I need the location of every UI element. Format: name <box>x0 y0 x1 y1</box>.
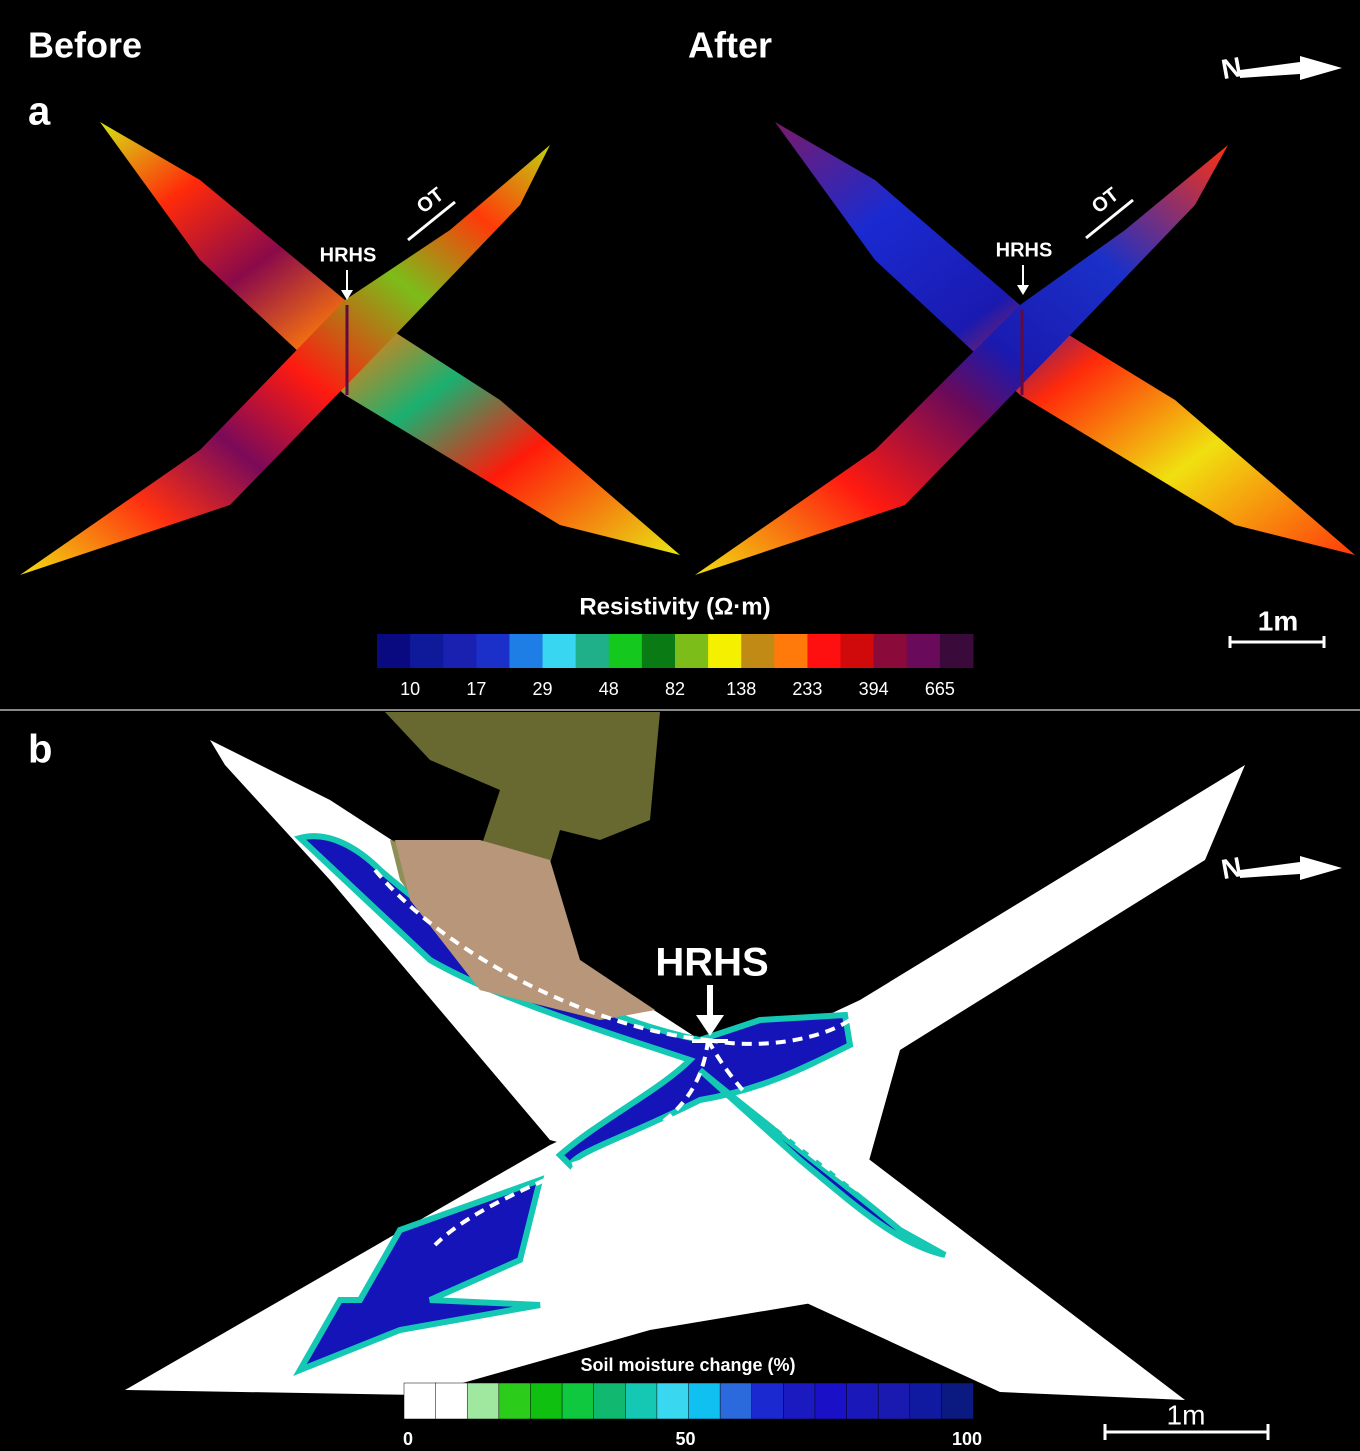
before-section: HRHS OT <box>20 122 680 575</box>
hrhs-label: HRHS <box>320 244 377 266</box>
colorbar-swatch <box>403 1382 437 1420</box>
resistivity-colorbar: 10 17 29 48 82 138 233 394 665 <box>377 634 974 699</box>
wetting-zone <box>293 1175 545 1376</box>
section-arm <box>695 145 1228 575</box>
colorbar-swatch <box>608 634 643 668</box>
after-title: After <box>688 25 772 66</box>
colorbar-swatch <box>846 1382 879 1420</box>
tree-trunk <box>395 840 655 1020</box>
colorbar-tick-label: 100 <box>952 1429 982 1449</box>
arrow-shape <box>1240 856 1342 880</box>
colorbar-swatch <box>466 1382 500 1420</box>
colorbar-swatch <box>939 634 974 668</box>
arrow-shape <box>1240 56 1342 80</box>
colorbar-tick-label: 82 <box>665 679 685 699</box>
colorbar-swatch <box>530 1382 563 1420</box>
colorbar-title: Resistivity (Ω·m) <box>579 593 770 620</box>
colorbar-swatch <box>906 634 941 668</box>
moisture-section: HRHS <box>125 712 1245 1400</box>
colorbar-title: Soil moisture change (%) <box>580 1355 795 1375</box>
hrhs-arrow-head <box>341 290 353 300</box>
colorbar-tick-label: 48 <box>599 679 619 699</box>
colorbar-swatch <box>751 1382 785 1420</box>
hrhs-arrow-head <box>696 1015 724 1036</box>
colorbar-swatch <box>840 634 875 668</box>
colorbar-swatch <box>542 634 577 668</box>
scale-bar <box>1228 636 1326 648</box>
hrhs-label: HRHS <box>996 239 1053 261</box>
before-title: Before <box>28 25 142 66</box>
colorbar-swatch <box>708 634 742 668</box>
colorbar-swatch <box>575 634 610 668</box>
flow-path <box>373 868 709 1042</box>
colorbar-swatch <box>377 634 411 668</box>
ot-bracket <box>407 200 456 242</box>
scale-bar <box>1103 1424 1270 1440</box>
flow-path <box>706 1039 867 1197</box>
panel-label: a <box>28 90 51 134</box>
colorbar-swatch <box>783 1382 816 1420</box>
colorbar-tick-label: 17 <box>466 679 486 699</box>
hrhs-arrow-head <box>1017 285 1029 295</box>
colorbar-swatch <box>435 1382 468 1420</box>
north-label: N <box>1219 51 1244 85</box>
colorbar-swatch <box>814 1382 848 1420</box>
colorbar-swatch <box>688 1382 721 1420</box>
scale-bar-label: 1m <box>1258 605 1298 636</box>
flow-path <box>433 1178 546 1247</box>
after-section: HRHS OT <box>695 122 1355 575</box>
colorbar-tick-label: 665 <box>925 679 955 699</box>
colorbar-tick-label: 50 <box>675 1429 695 1449</box>
section-arm <box>20 145 550 575</box>
colorbar-swatch <box>410 634 444 668</box>
colorbar-swatch <box>909 1382 943 1420</box>
colorbar-tick-label: 138 <box>726 679 756 699</box>
colorbar-swatch <box>719 1382 753 1420</box>
hrhs-label: HRHS <box>655 941 768 985</box>
colorbar-swatch <box>807 634 842 668</box>
colorbar-swatch <box>509 634 544 668</box>
flow-path <box>569 1039 710 1167</box>
wetting-zone <box>697 1067 947 1258</box>
panel-label: b <box>28 728 52 772</box>
colorbar-swatch <box>675 634 709 668</box>
colorbar-tick-label: 10 <box>400 679 420 699</box>
colorbar-swatch <box>593 1382 627 1420</box>
colorbar-swatch <box>625 1382 658 1420</box>
north-arrow: N <box>1219 851 1342 885</box>
moisture-colorbar: 0 50 100 <box>403 1382 982 1449</box>
colorbar-swatch <box>561 1382 595 1420</box>
colorbar-swatch <box>498 1382 532 1420</box>
scale-bar-label: 1m <box>1167 1399 1206 1430</box>
colorbar-swatch <box>641 634 676 668</box>
ot-bracket <box>1085 198 1134 240</box>
colorbar-swatch <box>656 1382 690 1420</box>
colorbar-swatch <box>941 1382 974 1420</box>
colorbar-tick-label: 233 <box>792 679 822 699</box>
colorbar-swatch <box>741 634 775 668</box>
colorbar-swatch <box>774 634 808 668</box>
colorbar-swatch <box>873 634 908 668</box>
colorbar-tick-label: 0 <box>403 1429 413 1449</box>
colorbar-swatch <box>443 634 477 668</box>
colorbar-swatch <box>476 634 510 668</box>
colorbar-swatch <box>877 1382 911 1420</box>
north-label: N <box>1219 851 1244 885</box>
colorbar-tick-label: 394 <box>859 679 889 699</box>
colorbar-tick-label: 29 <box>533 679 553 699</box>
north-arrow: N <box>1219 51 1342 85</box>
